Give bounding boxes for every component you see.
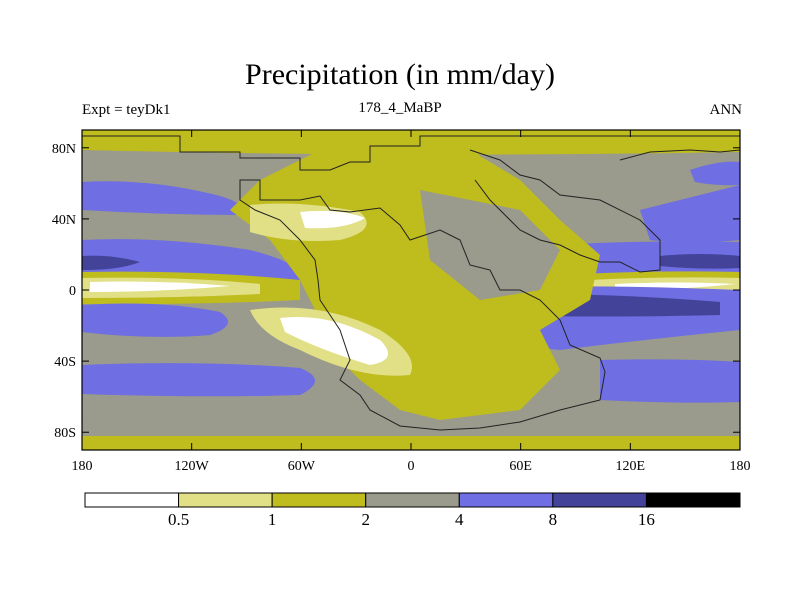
season-label: ANN bbox=[709, 102, 743, 118]
lat-tick-label: 0 bbox=[69, 284, 76, 299]
colorbar-level-label: 8 bbox=[549, 510, 558, 529]
lat-tick-label: 80N bbox=[52, 142, 76, 157]
colorbar-level-label: 2 bbox=[361, 510, 370, 529]
precipitation-field bbox=[82, 130, 740, 450]
field-land-white bbox=[300, 210, 365, 229]
field-arctic-olive bbox=[82, 139, 740, 155]
coastline-main bbox=[239, 179, 606, 431]
field-land-grey bbox=[420, 190, 560, 300]
colorbar: 0.5 1 2 4 8 16 bbox=[84, 492, 741, 529]
latitude-axis: 80N 40N 0 40S 80S bbox=[52, 142, 740, 441]
colorbar-box bbox=[178, 492, 273, 508]
experiment-label: Expt = teyDk1 bbox=[82, 102, 171, 118]
lat-tick-label: 40S bbox=[54, 355, 76, 370]
field-north-tropics-dark bbox=[82, 255, 140, 270]
colorbar-box bbox=[84, 492, 180, 508]
coastline-northeast bbox=[619, 149, 740, 161]
colorbar-level-label: 1 bbox=[268, 510, 277, 529]
coastline bbox=[82, 135, 740, 431]
lon-tick-label: 60W bbox=[288, 459, 316, 474]
field-north-atlantic-track bbox=[640, 185, 740, 243]
field-north-pacific-track bbox=[82, 181, 243, 215]
lon-tick-label: 60E bbox=[509, 459, 532, 474]
coastline-north bbox=[82, 135, 740, 171]
colorbar-box bbox=[552, 492, 647, 508]
lon-tick-label: 120E bbox=[616, 459, 646, 474]
lon-tick-label: 180 bbox=[72, 459, 93, 474]
lat-tick-label: 80S bbox=[54, 426, 76, 441]
colorbar-level-label: 16 bbox=[638, 510, 655, 529]
colorbar-box bbox=[365, 492, 460, 508]
field-antarctic-band bbox=[82, 432, 740, 450]
lon-tick-label: 0 bbox=[408, 459, 415, 474]
longitude-axis: 180 120W 60W 0 60E 120E 180 bbox=[72, 130, 751, 474]
lon-tick-label: 120W bbox=[175, 459, 210, 474]
colorbar-level-label: 4 bbox=[455, 510, 464, 529]
period-label: 178_4_MaBP bbox=[358, 100, 442, 116]
map-title: Precipitation (in mm/day) bbox=[245, 58, 555, 91]
field-east-north-tropics-dark bbox=[660, 254, 740, 269]
colorbar-level-label: 0.5 bbox=[168, 510, 189, 529]
field-south-white bbox=[280, 316, 388, 365]
field-south-tropics-blue bbox=[82, 303, 228, 337]
field-southern-track-east bbox=[600, 359, 740, 403]
field-itcz-white bbox=[90, 281, 230, 292]
colorbar-box bbox=[458, 492, 554, 508]
lon-tick-label: 180 bbox=[730, 459, 751, 474]
coastline-east bbox=[469, 149, 661, 273]
field-east-blue bbox=[690, 161, 740, 186]
colorbar-box bbox=[271, 492, 367, 508]
field-antarctic-grey bbox=[82, 415, 740, 436]
field-southern-track-west bbox=[82, 363, 315, 397]
field-east-north-tropics bbox=[560, 241, 740, 281]
colorbar-box bbox=[645, 492, 741, 508]
lat-tick-label: 40N bbox=[52, 213, 76, 228]
